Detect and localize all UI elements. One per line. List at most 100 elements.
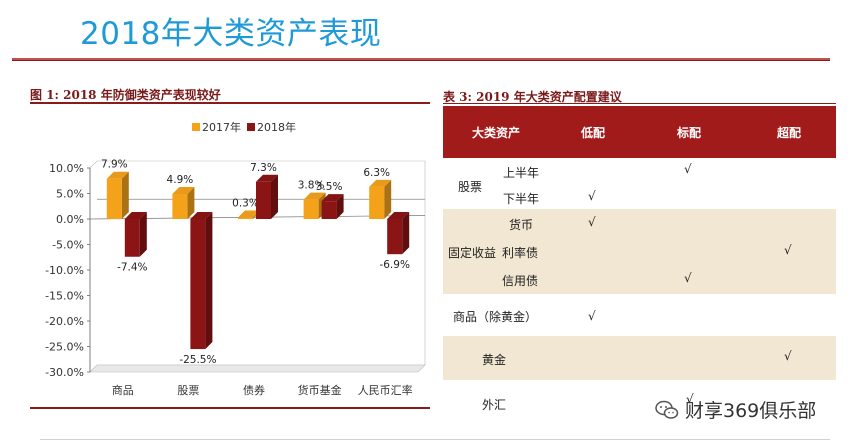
bar-front bbox=[106, 178, 122, 219]
row-fx-label: 外汇 bbox=[482, 398, 507, 412]
bar-2017年-股票 bbox=[172, 187, 195, 219]
bar-front bbox=[190, 219, 206, 350]
bar-top bbox=[387, 212, 410, 219]
table-band-gold bbox=[443, 336, 836, 380]
bar-top bbox=[238, 210, 260, 218]
bar-front bbox=[303, 199, 319, 219]
bar-chart: 10.0% 5.0% 0.0% -5.0% -10.0% -15.0% -20.0% -25.… bbox=[45, 159, 426, 397]
data-label: 7.3% bbox=[250, 162, 277, 174]
bar-2018年-货币基金 bbox=[321, 194, 344, 219]
table-caption: 表 3: 2019 年大类资产配置建议 bbox=[443, 90, 622, 104]
data-label: -25.5% bbox=[179, 354, 216, 366]
bar-top bbox=[321, 194, 344, 202]
bar-front bbox=[172, 194, 188, 219]
data-label: 0.3% bbox=[232, 197, 259, 209]
bar-2017年-商品 bbox=[106, 171, 129, 219]
header-overweight: 超配 bbox=[777, 126, 802, 140]
row-stock-h2: 下半年 bbox=[503, 192, 540, 206]
bar-side bbox=[187, 187, 195, 219]
title-divider-dark bbox=[12, 60, 830, 61]
y-tick-label: -10.0% bbox=[45, 264, 84, 277]
x-tick-label: 货币基金 bbox=[298, 383, 342, 397]
bar-front bbox=[387, 219, 403, 255]
data-label: 4.9% bbox=[167, 174, 194, 186]
row-stock-h1: 上半年 bbox=[503, 166, 540, 180]
data-label: -6.9% bbox=[379, 259, 409, 271]
check-credit-neutral: √ bbox=[684, 271, 692, 285]
y-tick-label: -30.0% bbox=[45, 366, 84, 379]
check-gold-overweight: √ bbox=[784, 349, 792, 363]
bar-2018年-股票 bbox=[190, 212, 213, 350]
bar-side bbox=[271, 174, 278, 219]
check-stock-h2-underweight: √ bbox=[588, 189, 596, 203]
x-tick-label: 债券 bbox=[243, 383, 265, 397]
bar-top bbox=[303, 192, 326, 200]
row-gold-label: 黄金 bbox=[482, 353, 507, 367]
bar-top bbox=[190, 212, 213, 219]
bar-2018年-人民币汇率 bbox=[387, 212, 410, 255]
y-tick-label: -15.0% bbox=[45, 290, 84, 303]
chart-floor bbox=[89, 364, 426, 373]
header-neutral: 标配 bbox=[677, 126, 702, 140]
x-tick-label: 股票 bbox=[177, 384, 199, 397]
check-fx-neutral: √ bbox=[686, 392, 694, 406]
watermark-text: 财享369俱乐部 bbox=[685, 400, 817, 422]
y-tick-label: 5.0% bbox=[56, 188, 84, 201]
bar-side bbox=[121, 171, 129, 219]
data-label: -7.4% bbox=[117, 262, 147, 274]
legend-item-2017: 2017年 bbox=[192, 119, 241, 135]
table-header: 大类资产 低配 标配 超配 bbox=[443, 106, 836, 158]
data-label: 3.8% bbox=[298, 180, 325, 192]
bar-2018年-债券 bbox=[256, 174, 278, 219]
check-rate-overweight: √ bbox=[784, 243, 792, 257]
legend-swatch-2017 bbox=[192, 123, 200, 131]
row-commodity-label: 商品（除黄金） bbox=[453, 310, 538, 324]
wechat-icon bbox=[655, 400, 679, 419]
bar-side bbox=[384, 179, 392, 219]
check-commodity-underweight: √ bbox=[588, 309, 596, 323]
row-fixed-credit: 信用债 bbox=[502, 274, 539, 288]
bar-top bbox=[172, 187, 195, 195]
legend-swatch-2018 bbox=[247, 123, 255, 131]
data-label: 7.9% bbox=[101, 159, 128, 171]
check-money-underweight: √ bbox=[588, 215, 596, 229]
figure-caption: 图 1: 2018 年防御类资产表现较好 bbox=[30, 88, 221, 102]
bar-side bbox=[205, 212, 213, 350]
title-divider bbox=[12, 58, 830, 60]
data-label: 3.5% bbox=[316, 181, 343, 193]
bar-front bbox=[238, 217, 253, 219]
watermark: 财享369俱乐部 bbox=[655, 396, 816, 423]
y-tick-label: -5.0% bbox=[52, 239, 84, 252]
row-fixed-rate: 利率债 bbox=[502, 246, 539, 260]
bar-top bbox=[256, 174, 278, 182]
bar-2018年-商品 bbox=[124, 212, 147, 257]
x-tick-label: 人民币汇率 bbox=[358, 383, 413, 397]
bar-top bbox=[124, 212, 147, 219]
y-tick-label: 0.0% bbox=[56, 213, 84, 226]
row-stock-label: 股票 bbox=[458, 180, 483, 194]
table-top-rule bbox=[443, 103, 836, 104]
bar-front bbox=[256, 181, 271, 219]
bar-front bbox=[321, 201, 337, 219]
bar-2017年-人民币汇率 bbox=[369, 179, 392, 219]
header-asset: 大类资产 bbox=[472, 126, 521, 140]
y-tick-label: -20.0% bbox=[45, 315, 84, 328]
legend-item-2018: 2018年 bbox=[247, 119, 296, 135]
figure-bottom-rule bbox=[30, 407, 430, 409]
bar-top bbox=[369, 179, 392, 187]
bar-top bbox=[106, 171, 129, 179]
page-title: 2018年大类资产表现 bbox=[80, 16, 382, 52]
table-band-fixed bbox=[443, 209, 836, 294]
data-label: 6.3% bbox=[363, 167, 390, 179]
y-tick-label: -25.0% bbox=[45, 341, 84, 354]
bar-front bbox=[369, 186, 385, 219]
bar-side bbox=[139, 212, 147, 257]
bar-front bbox=[124, 219, 140, 257]
row-fixed-label: 固定收益 bbox=[448, 246, 497, 260]
header-underweight: 低配 bbox=[581, 126, 606, 140]
row-fixed-money: 货币 bbox=[509, 218, 534, 232]
check-stock-h1-neutral: √ bbox=[684, 162, 692, 176]
bar-side bbox=[402, 212, 410, 255]
chart-legend: 2017年 2018年 bbox=[192, 119, 296, 135]
x-tick-label: 商品 bbox=[112, 383, 134, 397]
